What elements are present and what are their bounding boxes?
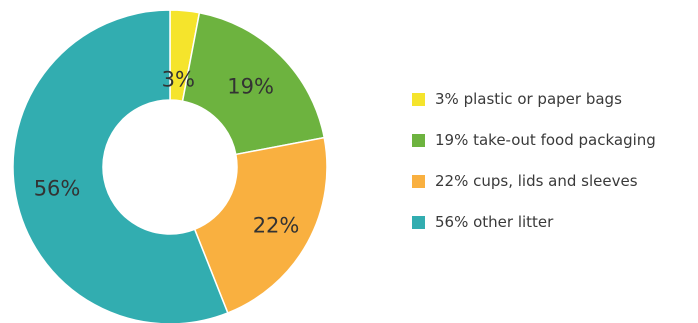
legend-swatch bbox=[412, 215, 425, 229]
slice-takeout bbox=[181, 11, 326, 156]
slice-other bbox=[12, 9, 229, 323]
legend-item-bags: 3% plastic or paper bags bbox=[412, 89, 656, 109]
slice-label-cups: 22% bbox=[253, 213, 300, 237]
slice-cups bbox=[193, 136, 328, 314]
legend-label: 22% cups, lids and sleeves bbox=[435, 172, 638, 190]
legend-item-cups: 22% cups, lids and sleeves bbox=[412, 171, 656, 191]
legend-swatch bbox=[412, 133, 425, 147]
legend: 3% plastic or paper bags 19% take-out fo… bbox=[412, 89, 656, 253]
slice-label-bags: 3% bbox=[162, 67, 195, 91]
legend-label: 56% other litter bbox=[435, 213, 554, 231]
legend-item-takeout: 19% take-out food packaging bbox=[412, 130, 656, 150]
legend-swatch bbox=[412, 174, 425, 188]
legend-label: 3% plastic or paper bags bbox=[435, 90, 622, 108]
slice-label-other: 56% bbox=[34, 177, 81, 201]
legend-swatch bbox=[412, 92, 425, 106]
legend-label: 19% take-out food packaging bbox=[435, 131, 656, 149]
legend-item-other: 56% other litter bbox=[412, 212, 656, 232]
slice-label-takeout: 19% bbox=[227, 74, 274, 98]
